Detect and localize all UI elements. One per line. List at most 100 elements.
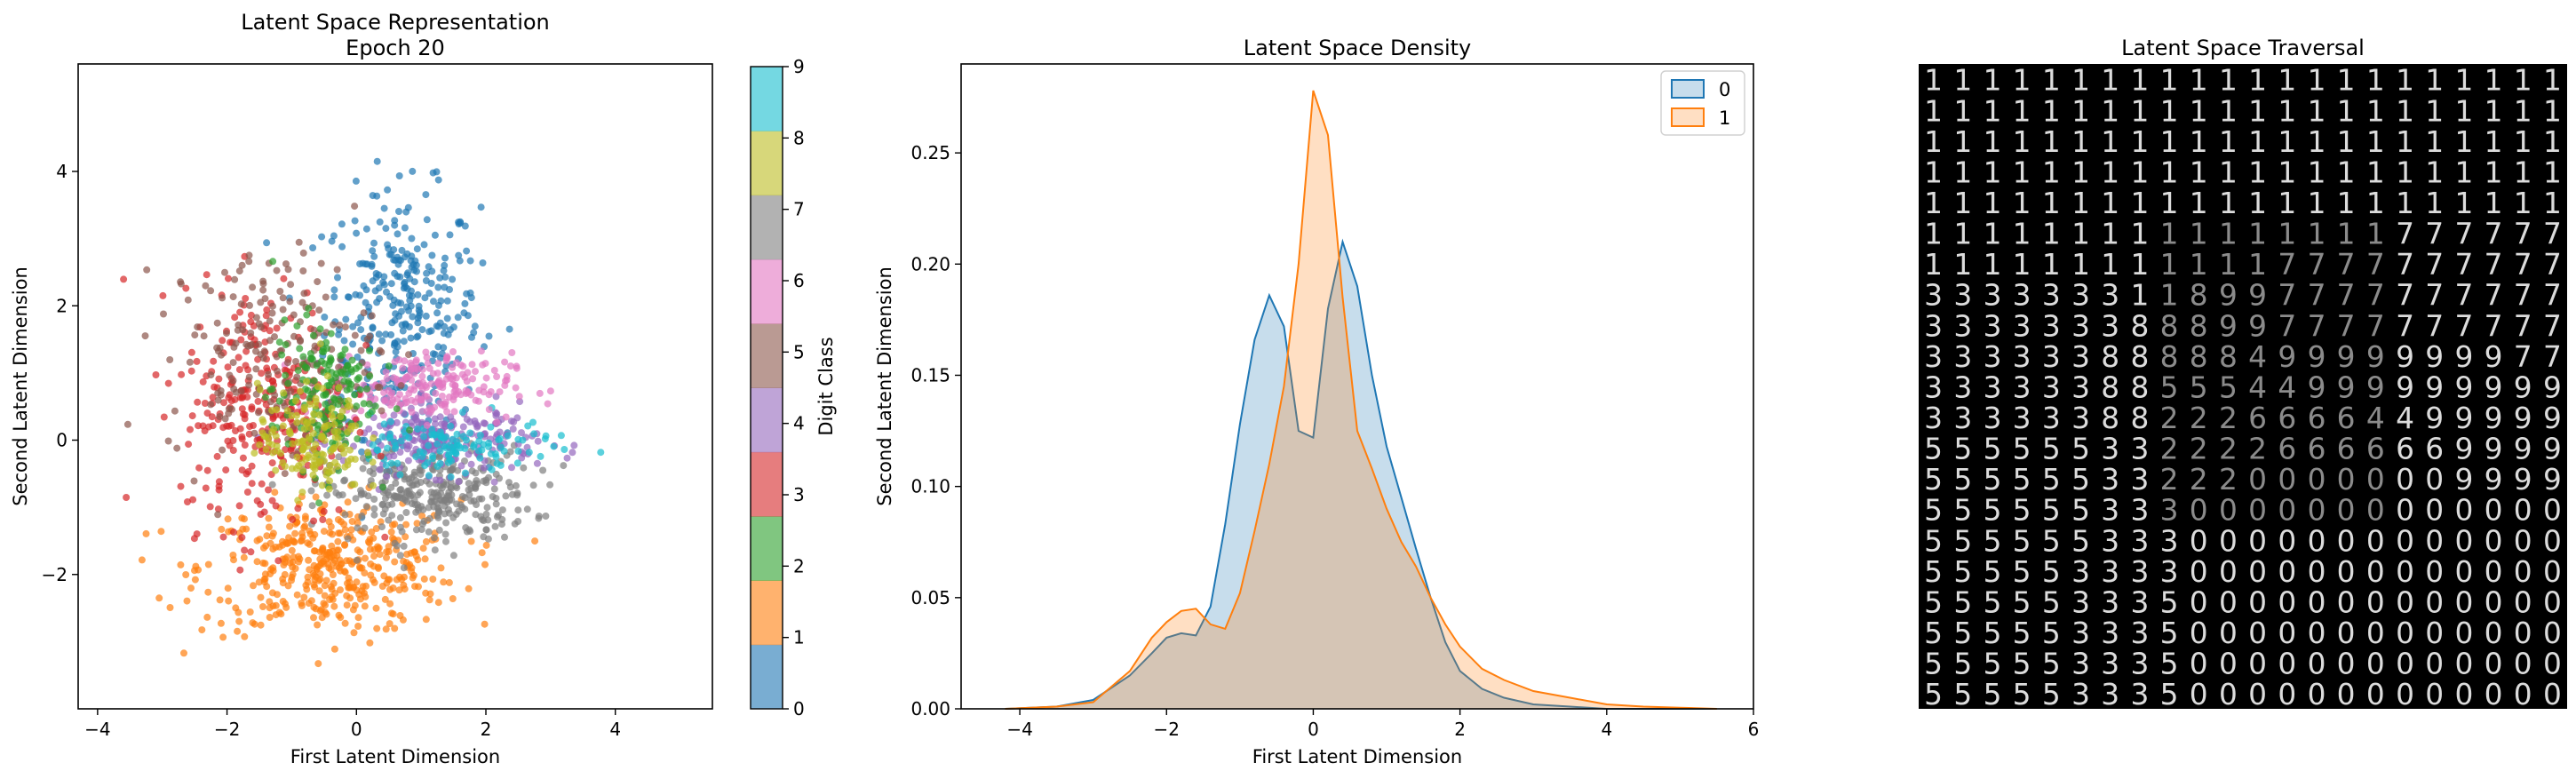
traversal-digit: 5 [1953,494,1972,528]
data-point-digit-0 [395,172,403,179]
traversal-digit: 0 [2514,648,2532,681]
data-point-digit-6 [393,375,401,383]
data-point-digit-0 [423,216,431,224]
data-point-digit-9 [453,430,461,438]
traversal-digit: 0 [2454,585,2473,619]
data-point-digit-0 [413,245,421,253]
data-point-digit-5 [123,420,131,428]
traversal-digit: 5 [1924,555,1943,589]
data-point-digit-3 [199,378,207,386]
data-point-digit-0 [384,241,392,249]
data-point-digit-8 [297,387,305,395]
data-point-digit-1 [253,558,261,566]
data-point-digit-7 [470,497,478,505]
data-point-digit-9 [425,472,433,480]
data-point-digit-0 [404,203,412,211]
data-point-digit-5 [238,261,246,269]
data-point-digit-2 [294,367,302,374]
data-point-digit-8 [272,466,280,474]
data-point-digit-1 [402,521,410,529]
data-point-digit-7 [444,505,452,513]
data-point-digit-3 [247,311,255,319]
data-point-digit-5 [276,288,284,295]
traversal-digit: 1 [2454,125,2473,159]
data-point-digit-1 [142,529,150,537]
data-point-digit-2 [313,362,321,370]
data-point-digit-6 [515,393,523,401]
data-point-digit-4 [563,454,571,462]
data-point-digit-0 [460,309,468,317]
traversal-digit: 8 [2190,340,2208,374]
data-point-digit-5 [351,203,359,211]
data-point-digit-3 [213,452,221,460]
data-point-digit-7 [435,526,443,534]
data-point-digit-0 [411,257,419,265]
data-point-digit-9 [441,442,448,450]
data-point-digit-7 [465,486,473,494]
data-point-digit-1 [531,537,539,545]
traversal-digit: 0 [2337,648,2356,681]
data-point-digit-6 [450,408,458,416]
data-point-digit-7 [370,505,378,513]
traversal-digit: 3 [1953,309,1972,343]
data-point-digit-3 [253,497,261,505]
data-point-digit-1 [310,614,317,622]
data-point-digit-9 [387,459,395,467]
data-point-digit-6 [401,375,409,383]
traversal-digit: 5 [2042,678,2061,711]
data-point-digit-9 [378,433,386,441]
traversal-title: Latent Space Traversal [2121,36,2365,60]
data-point-digit-5 [232,339,240,347]
traversal-digit: 1 [2543,187,2562,220]
traversal-digit: 5 [1984,585,2002,619]
traversal-digit: 9 [2454,401,2473,435]
data-point-digit-5 [207,371,215,379]
data-point-digit-1 [187,584,195,592]
data-point-digit-0 [434,283,442,291]
data-point-digit-3 [308,309,316,317]
data-point-digit-9 [433,440,441,448]
data-point-digit-3 [187,367,195,375]
traversal-digit: 5 [1924,463,1943,497]
data-point-digit-3 [381,533,389,541]
traversal-digit: 0 [2396,494,2414,528]
data-point-digit-5 [141,332,149,340]
data-point-digit-2 [269,258,277,266]
data-point-digit-1 [403,551,411,558]
data-point-digit-1 [157,528,165,536]
traversal-digit: 0 [2248,555,2267,589]
data-point-digit-7 [560,462,568,470]
traversal-digit: 1 [2160,125,2179,159]
data-point-digit-1 [327,583,335,591]
data-point-digit-1 [343,601,351,609]
colorbar-tick-label: 3 [793,484,805,505]
traversal-digit: 1 [2425,125,2444,159]
data-point-digit-0 [430,298,437,306]
traversal-digit: 1 [2337,94,2356,128]
data-point-digit-2 [309,331,317,339]
traversal-digit: 5 [1924,678,1943,711]
data-point-digit-5 [223,330,230,338]
data-point-digit-6 [429,370,437,378]
data-point-digit-7 [434,513,442,521]
traversal-digit: 1 [2278,218,2296,251]
data-point-digit-0 [433,168,441,176]
traversal-digit: 4 [2248,340,2267,374]
traversal-digit: 7 [2425,218,2444,251]
scatter-title: Latent Space Representation [241,10,550,35]
traversal-digit: 6 [2308,433,2326,466]
data-point-digit-3 [242,295,250,302]
traversal-digit: 9 [2454,463,2473,497]
data-point-digit-9 [429,452,437,460]
traversal-digit: 7 [2278,279,2296,313]
traversal-digit: 9 [2514,401,2532,435]
data-point-digit-3 [269,378,277,386]
data-point-digit-0 [330,293,338,301]
traversal-digit: 1 [2514,155,2532,189]
traversal-digit: 1 [2337,125,2356,159]
data-point-digit-3 [243,489,251,496]
traversal-digit: 7 [2485,218,2503,251]
data-point-digit-8 [306,401,314,408]
traversal-digit: 7 [2366,248,2385,282]
traversal-digit: 6 [2425,433,2444,466]
